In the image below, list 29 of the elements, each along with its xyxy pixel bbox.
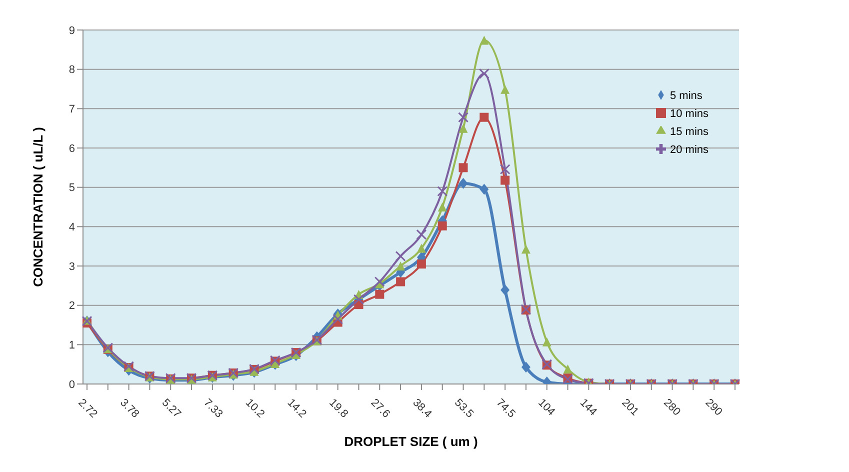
y-tick-label: 6 <box>68 142 75 155</box>
y-tick-label: 8 <box>68 64 75 76</box>
x-tick-label: 144 <box>577 396 599 418</box>
y-tick-label: 9 <box>68 24 75 37</box>
y-tick-label: 3 <box>68 260 75 273</box>
y-tick-label: 1 <box>68 340 75 352</box>
x-tick-label: 3.78 <box>118 396 142 420</box>
x-tick-label: 280 <box>661 396 683 418</box>
legend-label: 20 mins <box>670 144 709 156</box>
y-tick-label: 5 <box>68 182 75 194</box>
y-axis-title: CONCENTRATION ( uL/L ) <box>30 127 46 287</box>
y-tick-label: 4 <box>68 222 75 234</box>
y-tick-label: 7 <box>68 104 75 116</box>
legend-label: 15 mins <box>670 126 709 138</box>
x-tick-label: 38.4 <box>410 396 434 420</box>
y-tick-label: 2 <box>68 300 75 312</box>
legend-label: 5 mins <box>670 90 702 102</box>
y-tick-label: 0 <box>68 378 75 391</box>
x-tick-label: 53.5 <box>452 396 476 420</box>
x-tick-label: 201 <box>619 396 641 418</box>
x-tick-label: 5.27 <box>159 396 184 420</box>
x-tick-label: 19.8 <box>326 396 350 420</box>
x-tick-label: 290 <box>702 396 724 418</box>
legend-label: 10 mins <box>670 108 709 120</box>
x-tick-label: 10.2 <box>243 396 267 420</box>
x-axis-title: DROPLET SIZE ( um ) <box>344 434 478 449</box>
x-tick-label: 104 <box>536 396 558 418</box>
x-tick-label: 14.2 <box>284 396 308 420</box>
x-tick-label: 27.6 <box>368 396 392 420</box>
